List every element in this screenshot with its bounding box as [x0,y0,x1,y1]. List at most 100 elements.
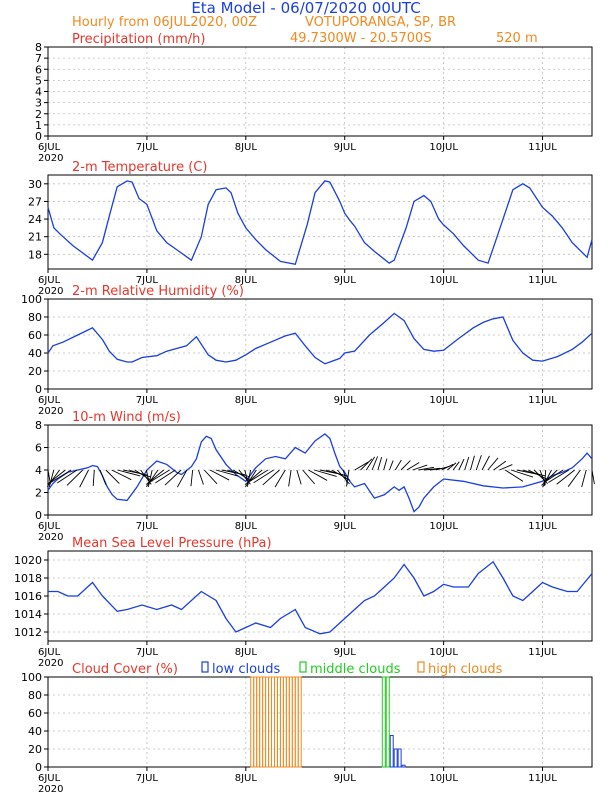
mslp-xtick-label: 9JUL [334,647,357,658]
cloud-panel: 0 20 40 60 80 100 6JUL 7JUL 8JUL 9JUL 10JUL 11JUL 20… [21,661,593,792]
cloud-year-label: 2020 [38,784,63,792]
precip-title: Precipitation (mm/h) [72,32,205,47]
wind-ytick-label: 4 [35,464,42,477]
wind-arrow [591,469,595,484]
rh-ytick-label: 100 [21,293,42,306]
cloud-xtick-label: 6JUL [38,773,61,784]
temp-xtick-label: 11JUL [528,275,557,286]
temp-ytick-label: 18 [28,248,42,261]
temp-ytick-label: 30 [28,178,42,191]
rh-frame [47,298,593,390]
chart-subtitle-elevation: 520 m [496,31,538,46]
wind-arrow [556,469,575,485]
rh-xtick-label: 8JUL [235,395,258,406]
wind-arrow [145,469,165,485]
temp-title: 2-m Temperature (C) [72,160,207,175]
wind-arrow [145,469,159,488]
rh-title: 2-m Relative Humidity (%) [72,284,244,299]
cloud-xtick-label: 10JUL [429,773,458,784]
temp-ytick-label: 21 [28,231,42,244]
wind-xtick-label: 7JUL [136,521,159,532]
wind-arrow [346,469,350,487]
rh-ytick-label: 0 [35,383,42,396]
wind-arrow [504,469,524,482]
cloud-ytick-label: 100 [21,671,42,684]
mslp-title: Mean Sea Level Pressure (hPa) [72,536,272,551]
wind-arrow [176,469,188,488]
wind-arrow [581,469,587,488]
wind-arrow [542,469,552,488]
wind-arrow [548,469,570,483]
mslp-ytick-label: 1018 [14,572,42,585]
wind-arrow [232,469,252,482]
wind-arrow [412,464,428,471]
legend-swatch-low-clouds [201,661,209,673]
wind-arrow [441,463,454,471]
wind-arrow [418,466,435,471]
wind-arrow [245,469,257,488]
rh-xtick-label: 10JUL [429,395,458,406]
cloud-bar-middle-clouds [381,676,386,768]
temp-xtick-label: 6JUL [38,275,61,286]
wind-year-label: 2020 [38,532,63,543]
mslp-xtick-label: 11JUL [528,647,557,658]
temp-ytick-label: 27 [28,195,42,208]
rh-ytick-label: 60 [28,329,42,342]
wind-arrow [117,469,141,477]
rh-xtick-label: 7JUL [136,395,159,406]
wind-arrow [314,469,337,477]
wind-xtick-label: 10JUL [429,521,458,532]
cloud-xtick-label: 11JUL [528,773,557,784]
mslp-panel: 1012 1014 1016 1018 1020 6JUL 7JUL 8JUL 9JUL 10JU… [14,536,593,669]
wind-arrow [389,460,394,471]
wind-arrow [203,469,218,485]
precip-ytick-label: 6 [35,63,42,76]
wind-xtick-label: 9JUL [334,521,357,532]
wind-arrow [215,469,239,477]
wind-arrow [253,469,274,484]
cloud-xtick-label: 8JUL [235,773,258,784]
precip-ytick-label: 4 [35,86,42,99]
chart-subtitle-run: Hourly from 06JUL2020, 00Z [72,15,257,30]
chart-title: Eta Model - 06/07/2020 00UTC [191,0,420,17]
temp-series-line [47,180,593,266]
wind-arrow [470,455,475,471]
legend-label-high-clouds: high clouds [428,662,503,677]
legend-swatch-high-clouds [417,661,425,673]
wind-arrow [262,469,280,486]
wind-arrow [147,469,153,487]
wind-arrow [360,458,373,471]
wind-arrow [50,469,72,483]
wind-arrow [308,469,328,481]
wind-arrow [464,456,470,471]
precip-ytick-label: 1 [35,119,42,132]
temp-xtick-label: 9JUL [334,275,357,286]
mslp-xtick-label: 7JUL [136,647,159,658]
mslp-series-line [48,560,593,635]
wind-arrow [46,469,60,487]
rh-xtick-label: 11JUL [528,395,557,406]
cloud-bar-low-clouds [393,748,398,768]
wind-arrow [134,469,153,482]
precip-xtick-label: 11JUL [528,142,557,153]
wind-arrow [475,455,482,471]
precip-ytick-label: 2 [35,108,42,121]
cloud-ytick-label: 40 [28,725,42,738]
wind-arrow [288,469,292,487]
wind-arrow [371,456,379,471]
precip-xtick-label: 6JUL [38,142,61,153]
mslp-xtick-label: 10JUL [429,647,458,658]
wind-arrow [481,455,490,471]
wind-panel: 0 2 4 6 8 6JUL 7JUL 8JUL 9JUL 10JUL 11JUL 2020 10-m … [35,410,595,543]
wind-arrow [92,469,95,486]
wind-arrow [458,458,465,471]
cloud-bar-low-clouds [389,735,394,768]
wind-series-line [47,433,593,513]
wind-arrow [155,469,176,484]
cloud-ytick-label: 60 [28,707,42,720]
chart-subtitle-location: VOTUPORANGA, SP, BR [305,15,456,30]
cloud-bar-low-clouds [401,764,406,768]
wind-arrow [198,469,204,485]
precip-ytick-label: 8 [35,41,42,54]
